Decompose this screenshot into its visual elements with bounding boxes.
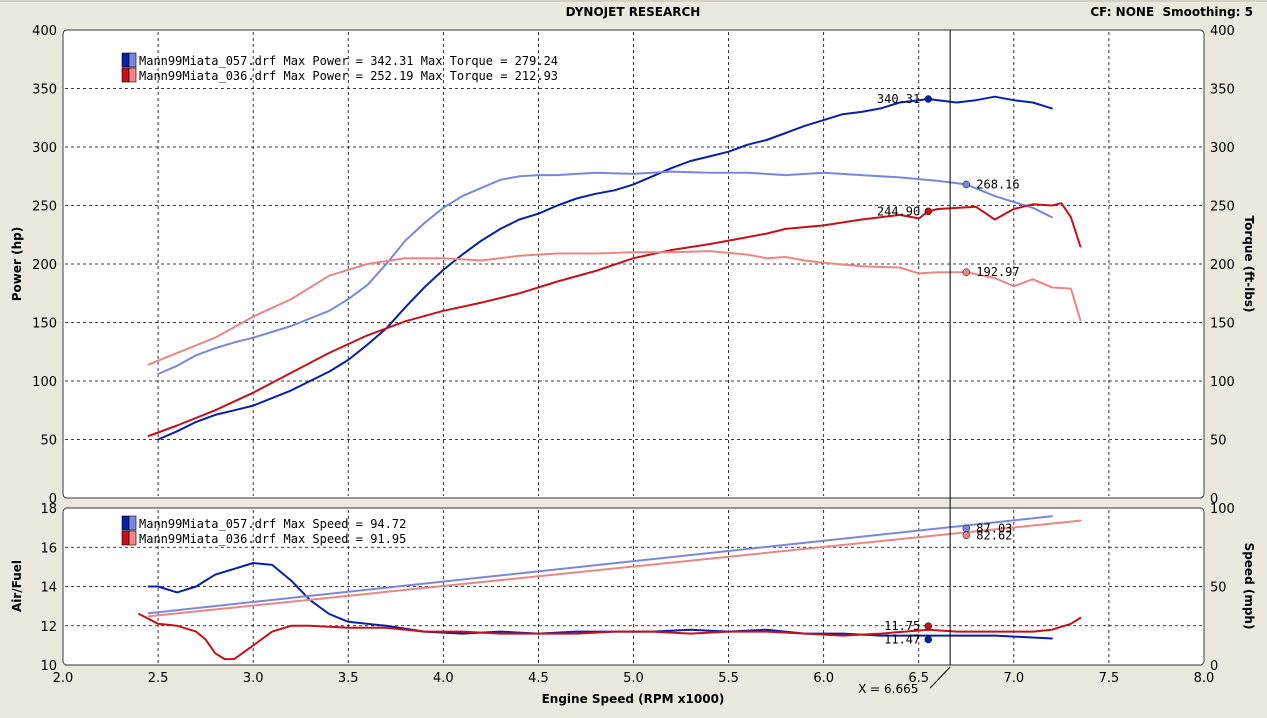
series-line-2 — [147, 202, 1082, 437]
value-marker — [962, 531, 971, 540]
rpm-cursor-leader — [929, 666, 951, 689]
value-marker — [962, 524, 971, 533]
x-tick-label: 2.0 — [53, 671, 74, 686]
value-marker — [924, 207, 933, 216]
x-tick-label: 6.0 — [813, 671, 834, 686]
top-series-lines — [147, 95, 1082, 441]
x-tick-label: 2.5 — [148, 671, 169, 686]
top-y-tick-label: 50 — [40, 434, 57, 449]
value-marker-label: 11.75 — [884, 619, 920, 633]
value-marker-label: 87.03 — [976, 521, 1012, 535]
bottom-legend: Mann99Miata_057.drf Max Speed = 94.72Man… — [121, 515, 406, 546]
bottom-y-tick-label: 16 — [40, 541, 57, 556]
legend-swatch — [121, 530, 130, 546]
series-line-2 — [138, 613, 1082, 661]
bottom-y2-axis-label: Speed (mph) — [1242, 543, 1256, 630]
bottom-grid — [65, 510, 1202, 663]
value-marker — [924, 635, 933, 644]
value-marker-label: 268.16 — [976, 177, 1019, 191]
bottom-y-axis-label: Air/Fuel — [10, 560, 24, 612]
top-y2-tick-label: 400 — [1210, 24, 1235, 39]
top-legend: Mann99Miata_057.drf Max Power = 342.31 M… — [121, 52, 558, 83]
legend-swatch — [121, 67, 130, 83]
top-y2-tick-label: 300 — [1210, 141, 1235, 156]
legend-entry-text: Mann99Miata_036.drf Max Speed = 91.95 — [139, 532, 406, 546]
value-marker — [962, 180, 971, 189]
top-y2-tick-label: 250 — [1210, 200, 1235, 215]
value-marker-label: 340.31 — [877, 92, 920, 106]
legend-swatch-secondary — [128, 515, 137, 531]
value-marker-label: 11.47 — [884, 632, 920, 646]
x-tick-label: 4.5 — [528, 671, 549, 686]
series-line-1 — [157, 170, 1053, 375]
legend-swatch-secondary — [128, 67, 137, 83]
top-y-axis-label: Power (hp) — [10, 227, 24, 301]
chart-header-title: DYNOJET RESEARCH — [566, 5, 701, 19]
top-y2-tick-label: 350 — [1210, 83, 1235, 98]
top-grid — [65, 32, 1202, 496]
top-y2-tick-label: 0 — [1210, 492, 1218, 507]
x-tick-label: 4.0 — [433, 671, 454, 686]
series-line-3 — [147, 250, 1082, 366]
value-marker — [924, 95, 933, 103]
top-y-tick-label: 100 — [32, 375, 57, 390]
top-y2-tick-label: 150 — [1210, 317, 1235, 332]
rpm-cursor-readout: X = 6.665 — [858, 682, 918, 696]
top-y2-tick-label: 50 — [1210, 434, 1227, 449]
x-tick-label: 5.5 — [718, 671, 739, 686]
legend-swatch-secondary — [128, 52, 137, 68]
legend-entry-text: Mann99Miata_057.drf Max Speed = 94.72 — [139, 517, 406, 531]
series-line-0 — [157, 95, 1053, 441]
chart-header-settings: CF: NONE Smoothing: 5 — [1090, 5, 1253, 19]
value-marker-label: 82.62 — [976, 528, 1012, 542]
bottom-y-tick-label: 14 — [40, 581, 57, 596]
bottom-y2-tick-label: 50 — [1210, 581, 1227, 596]
top-y2-axis-label: Torque (ft-lbs) — [1242, 216, 1256, 313]
legend-swatch — [121, 515, 130, 531]
x-tick-label: 3.0 — [243, 671, 264, 686]
top-y-tick-label: 0 — [49, 492, 57, 507]
top-y-tick-label: 150 — [32, 317, 57, 332]
bottom-y2-tick-label: 0 — [1210, 659, 1218, 674]
x-tick-label: 6.5 — [908, 671, 929, 686]
x-axis-label: Engine Speed (RPM x1000) — [542, 692, 725, 706]
series-line-3 — [147, 519, 1082, 618]
legend-entry-text: Mann99Miata_057.drf Max Power = 342.31 M… — [139, 54, 558, 68]
legend-entry-text: Mann99Miata_036.drf Max Power = 252.19 M… — [139, 69, 558, 83]
x-tick-label: 5.0 — [623, 671, 644, 686]
x-tick-label: 8.0 — [1194, 671, 1215, 686]
series-line-1 — [147, 515, 1053, 615]
bottom-y2-tick-label: 100 — [1210, 502, 1235, 517]
value-marker-label: 244.90 — [877, 204, 920, 218]
bottom-y-tick-label: 18 — [40, 502, 57, 517]
top-y-tick-label: 250 — [32, 200, 57, 215]
top-y-tick-label: 200 — [32, 258, 57, 273]
top-y-tick-label: 400 — [32, 24, 57, 39]
legend-swatch — [121, 52, 130, 68]
value-marker — [962, 268, 971, 276]
top-y-tick-label: 300 — [32, 141, 57, 156]
top-y2-tick-label: 200 — [1210, 258, 1235, 273]
bottom-y-tick-label: 10 — [40, 659, 57, 674]
value-marker — [924, 622, 933, 630]
x-tick-label: 3.5 — [338, 671, 359, 686]
x-tick-label: 7.5 — [1099, 671, 1120, 686]
bottom-y-tick-label: 12 — [40, 620, 57, 635]
top-annotations: 340.31 268.16 244.90 192.97 — [877, 92, 1020, 279]
value-marker-label: 192.97 — [976, 265, 1019, 279]
legend-swatch-secondary — [128, 530, 137, 546]
bottom-series-lines — [138, 515, 1082, 661]
x-tick-label: 7.0 — [1003, 671, 1024, 686]
top-y-tick-label: 350 — [32, 83, 57, 98]
top-y2-tick-label: 100 — [1210, 375, 1235, 390]
